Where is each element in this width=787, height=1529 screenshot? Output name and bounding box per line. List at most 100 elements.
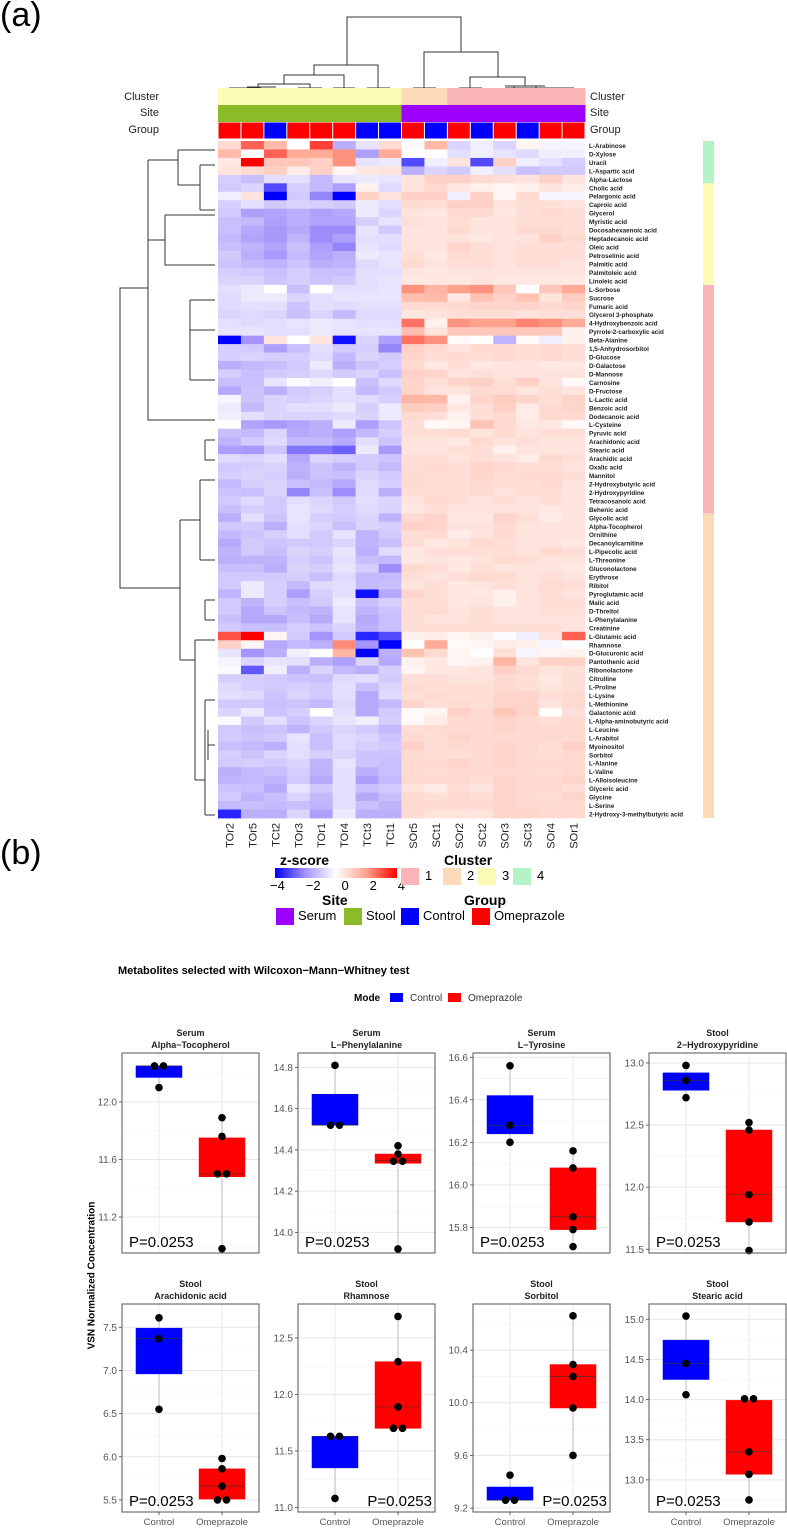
heatmap-cell xyxy=(424,564,448,573)
heatmap-cell xyxy=(286,589,311,599)
heatmap-cell xyxy=(401,208,425,218)
group-annotation-cell xyxy=(562,122,585,139)
heatmap-cell xyxy=(470,293,494,303)
heatmap-cell xyxy=(263,521,288,531)
heatmap-cell xyxy=(332,741,357,751)
heatmap-cell xyxy=(539,301,563,311)
heatmap-cell xyxy=(309,377,334,387)
heatmap-cell xyxy=(355,462,379,472)
heatmap-cell xyxy=(562,699,586,709)
control-data-point xyxy=(506,1471,514,1479)
heatmap-cell xyxy=(218,750,242,760)
heatmap-cell xyxy=(355,200,379,210)
heatmap-cell xyxy=(240,234,265,243)
heatmap-cell xyxy=(424,504,448,514)
heatmap-cell xyxy=(332,657,357,667)
heatmap-cell xyxy=(447,217,471,227)
heatmap-cell xyxy=(424,648,448,658)
heatmap-cell xyxy=(447,640,471,650)
heatmap-cell xyxy=(562,741,586,751)
column-label: SOr4 xyxy=(546,823,558,849)
heatmap-cell xyxy=(309,251,334,260)
cluster-annotation-cell xyxy=(286,88,311,105)
site-annotation-cell xyxy=(355,105,380,122)
omeprazole-data-point xyxy=(398,1424,407,1433)
heatmap-cell xyxy=(562,657,586,667)
heatmap-cell xyxy=(447,758,471,768)
heatmap-cell xyxy=(378,327,402,337)
heatmap-cell xyxy=(470,420,494,430)
row-label: Glycine xyxy=(589,795,612,802)
heatmap-cell xyxy=(470,597,494,607)
heatmap-cell xyxy=(516,538,540,548)
heatmap-cell xyxy=(401,352,425,362)
heatmap-cell xyxy=(516,200,540,210)
heatmap-cell xyxy=(539,733,563,743)
heatmap-cell xyxy=(378,318,402,328)
heatmap-cell xyxy=(263,581,288,590)
heatmap-cell xyxy=(401,471,425,480)
cluster-annotation-cell xyxy=(470,88,494,105)
y-tick-label: 15.0 xyxy=(625,1315,645,1326)
heatmap-cell xyxy=(562,420,586,430)
heatmap-cell xyxy=(286,479,311,489)
column-label: TCt1 xyxy=(385,823,397,847)
heatmap-cell xyxy=(401,572,425,582)
heatmap-cell xyxy=(562,471,586,480)
heatmap-cell xyxy=(263,572,288,582)
heatmap-cell xyxy=(309,191,334,201)
group-annotation-cell xyxy=(539,122,562,139)
heatmap-cell xyxy=(401,640,425,650)
heatmap-cell xyxy=(240,555,265,565)
heatmap-cell xyxy=(470,487,494,497)
heatmap-cell xyxy=(562,183,586,193)
row-cluster-segment-2 xyxy=(703,513,714,818)
heatmap-cell xyxy=(378,547,402,557)
heatmap-cell xyxy=(286,572,311,582)
omeprazole-box xyxy=(374,1361,422,1429)
heatmap-cell xyxy=(539,352,563,362)
y-tick-label: 12.0 xyxy=(98,1097,118,1108)
row-label: Caproic acid xyxy=(589,202,627,209)
heatmap-cell xyxy=(470,606,494,616)
heatmap-cell xyxy=(309,784,334,794)
heatmap-cell xyxy=(332,614,357,624)
heatmap-cell xyxy=(516,327,540,337)
control-data-point xyxy=(155,1405,163,1414)
heatmap-cell xyxy=(424,513,448,523)
heatmap-cell xyxy=(401,614,425,624)
heatmap-cell xyxy=(424,335,448,345)
heatmap-cell xyxy=(309,614,334,624)
heatmap-cell xyxy=(286,741,311,751)
heatmap-cell xyxy=(286,386,311,396)
heatmap-cell xyxy=(401,394,425,404)
heatmap-cell xyxy=(493,775,517,785)
row-label: L-Alloisoleucine xyxy=(589,778,638,785)
heatmap-cell xyxy=(493,310,517,320)
row-label: Glycolic acid xyxy=(589,515,628,522)
heatmap-cell xyxy=(263,741,288,751)
heatmap-cell xyxy=(424,267,448,277)
heatmap-cell xyxy=(493,335,517,345)
heatmap-cell xyxy=(401,775,425,785)
omeprazole-data-point xyxy=(394,1403,402,1411)
heatmap-cell xyxy=(286,454,311,463)
omeprazole-data-point xyxy=(389,1424,398,1433)
control-data-point xyxy=(506,1061,514,1070)
control-data-point xyxy=(150,1062,159,1070)
row-label: L-Alpha-aminobutyric acid xyxy=(589,718,669,725)
heatmap-cell xyxy=(240,750,265,760)
heatmap-cell xyxy=(401,648,425,658)
heatmap-cell xyxy=(470,530,494,540)
heatmap-cell xyxy=(447,242,471,252)
panel-site-title: Serum xyxy=(527,1028,555,1038)
heatmap-cell xyxy=(470,767,494,777)
cluster-annotation-cell xyxy=(493,88,517,105)
heatmap-cell xyxy=(401,784,425,794)
heatmap-cell xyxy=(263,149,288,159)
heatmap-cell xyxy=(332,555,357,565)
heatmap-cell xyxy=(378,631,402,641)
heatmap-cell xyxy=(424,301,448,311)
heatmap-cell xyxy=(424,487,448,497)
